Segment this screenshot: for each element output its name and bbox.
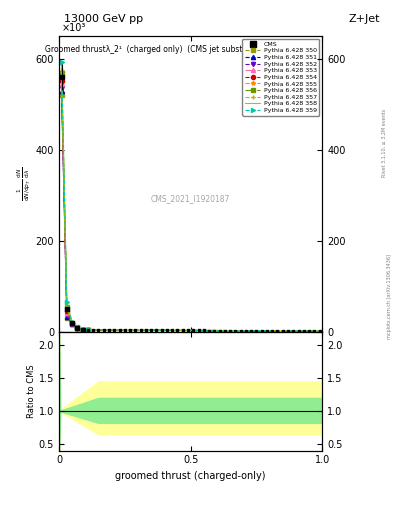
Text: CMS_2021_I1920187: CMS_2021_I1920187 [151,194,230,203]
Text: 13000 GeV pp: 13000 GeV pp [64,14,143,24]
Text: ×10³: ×10³ [62,23,86,33]
X-axis label: groomed thrust (charged-only): groomed thrust (charged-only) [116,471,266,481]
Legend: CMS, Pythia 6.428 350, Pythia 6.428 351, Pythia 6.428 352, Pythia 6.428 353, Pyt: CMS, Pythia 6.428 350, Pythia 6.428 351,… [242,39,319,116]
Y-axis label: $\frac{1}{\mathrm{d}N/\mathrm{d}p_T}$ $\frac{\mathrm{d}N}{\mathrm{d}\lambda}$: $\frac{1}{\mathrm{d}N/\mathrm{d}p_T}$ $\… [16,167,33,201]
Text: mcplots.cern.ch [arXiv:1306.3436]: mcplots.cern.ch [arXiv:1306.3436] [387,254,392,339]
Text: Z+Jet: Z+Jet [349,14,380,24]
Y-axis label: Ratio to CMS: Ratio to CMS [27,365,36,418]
Text: Rivet 3.1.10, ≥ 3.2M events: Rivet 3.1.10, ≥ 3.2M events [382,109,387,178]
Text: Groomed thrustλ_2¹  (charged only)  (CMS jet substructure): Groomed thrustλ_2¹ (charged only) (CMS j… [45,45,273,54]
